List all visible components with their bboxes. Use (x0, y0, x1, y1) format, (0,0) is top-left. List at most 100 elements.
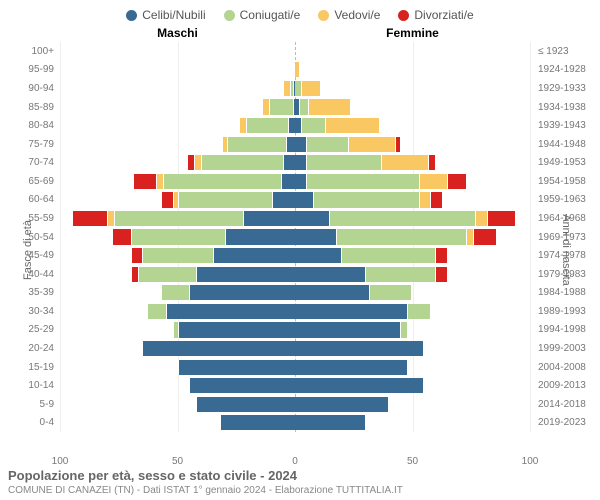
pyramid-row (60, 191, 530, 210)
male-bar (60, 228, 295, 247)
segment (429, 155, 436, 170)
segment (326, 118, 380, 133)
segment (269, 99, 293, 114)
age-label: 20-24 (0, 339, 58, 358)
pyramid-row (60, 395, 530, 414)
age-label: 95-99 (0, 61, 58, 80)
male-bar (60, 284, 295, 303)
year-label: 1934-1938 (534, 98, 600, 117)
segment (408, 304, 432, 319)
segment (131, 229, 225, 244)
segment (401, 322, 408, 337)
segment (295, 81, 302, 96)
pyramid-row (60, 284, 530, 303)
year-label: ≤ 1923 (534, 42, 600, 61)
male-bar (60, 302, 295, 321)
segment (142, 248, 213, 263)
segment (330, 211, 476, 226)
year-label: 1984-1988 (534, 284, 600, 303)
pyramid-row (60, 209, 530, 228)
x-tick: 0 (292, 456, 298, 467)
male-bar (60, 414, 295, 433)
segment (288, 118, 295, 133)
segment (295, 192, 314, 207)
age-label: 0-4 (0, 414, 58, 433)
female-bar (295, 302, 530, 321)
segment (295, 304, 408, 319)
segment (314, 192, 420, 207)
population-pyramid-chart: Celibi/NubiliConiugati/eVedovi/eDivorzia… (0, 0, 600, 500)
female-bar (295, 265, 530, 284)
female-bar (295, 116, 530, 135)
year-label: 1989-1993 (534, 302, 600, 321)
female-bar (295, 79, 530, 98)
pyramid-row (60, 358, 530, 377)
segment (227, 137, 286, 152)
legend-label: Divorziati/e (414, 8, 473, 22)
chart-title: Popolazione per età, sesso e stato civil… (8, 468, 592, 483)
segment (213, 248, 295, 263)
year-label: 1969-1973 (534, 228, 600, 247)
female-bar (295, 358, 530, 377)
segment (295, 415, 366, 430)
male-header: Maschi (60, 26, 295, 40)
age-label: 35-39 (0, 284, 58, 303)
age-labels: 100+95-9990-9485-8980-8475-7970-7465-696… (0, 42, 58, 432)
pyramid-row (60, 42, 530, 61)
pyramid-row (60, 135, 530, 154)
pyramid-row (60, 79, 530, 98)
chart-area (60, 42, 530, 432)
legend-label: Vedovi/e (334, 8, 380, 22)
year-label: 2014-2018 (534, 395, 600, 414)
x-tick: 50 (172, 456, 183, 467)
male-bar (60, 246, 295, 265)
year-label: 1929-1933 (534, 79, 600, 98)
segment (307, 137, 349, 152)
legend: Celibi/NubiliConiugati/eVedovi/eDivorzia… (4, 8, 596, 22)
legend-swatch (318, 10, 329, 21)
male-bar (60, 358, 295, 377)
segment (295, 137, 307, 152)
year-label: 2019-2023 (534, 414, 600, 433)
age-label: 55-59 (0, 209, 58, 228)
segment (309, 99, 351, 114)
segment (300, 99, 309, 114)
male-bar (60, 172, 295, 191)
segment (295, 267, 366, 282)
segment (476, 211, 488, 226)
year-label: 1954-1958 (534, 172, 600, 191)
female-bar (295, 246, 530, 265)
segment (295, 229, 337, 244)
segment (147, 304, 166, 319)
female-bar (295, 191, 530, 210)
legend-item: Vedovi/e (318, 8, 380, 22)
rows (60, 42, 530, 432)
age-label: 25-29 (0, 321, 58, 340)
year-label: 1999-2003 (534, 339, 600, 358)
segment (189, 285, 295, 300)
pyramid-row (60, 246, 530, 265)
age-label: 80-84 (0, 116, 58, 135)
age-label: 40-44 (0, 265, 58, 284)
pyramid-row (60, 321, 530, 340)
year-labels: ≤ 19231924-19281929-19331934-19381939-19… (534, 42, 600, 432)
age-label: 70-74 (0, 153, 58, 172)
pyramid-row (60, 265, 530, 284)
x-tick: 50 (407, 456, 418, 467)
age-label: 5-9 (0, 395, 58, 414)
male-bar (60, 79, 295, 98)
year-label: 1994-1998 (534, 321, 600, 340)
female-header: Femmine (295, 26, 530, 40)
male-bar (60, 153, 295, 172)
segment (131, 267, 138, 282)
segment (114, 211, 243, 226)
segment (295, 397, 389, 412)
pyramid-row (60, 339, 530, 358)
age-label: 75-79 (0, 135, 58, 154)
segment (272, 192, 296, 207)
segment (436, 248, 448, 263)
segment (201, 155, 283, 170)
segment (349, 137, 396, 152)
segment (189, 378, 295, 393)
segment (295, 248, 342, 263)
